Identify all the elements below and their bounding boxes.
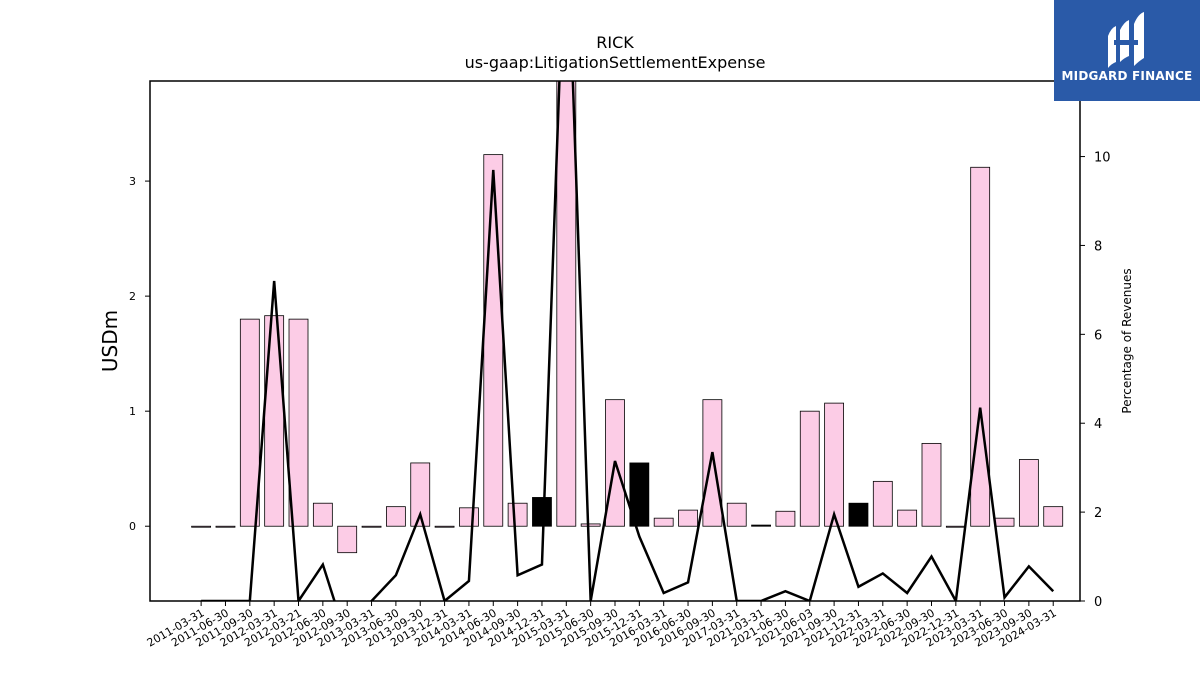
bar [385, 506, 406, 527]
bar [921, 442, 942, 527]
bar [751, 524, 771, 527]
y-tick-label: 2 [129, 290, 136, 303]
bar [288, 318, 309, 527]
axes-layer: 012302468102011-03-312011-06-302011-09-3… [129, 80, 1111, 650]
bar [824, 402, 845, 527]
bar [970, 166, 991, 527]
bar [410, 462, 431, 527]
bars-layer [191, 81, 1064, 554]
bar [215, 525, 236, 528]
bar [361, 525, 382, 528]
bar [848, 502, 869, 527]
bar [532, 497, 552, 527]
y-tick-label: 3 [129, 175, 136, 188]
y2-tick-label: 6 [1094, 328, 1102, 343]
chart-subtitle: us-gaap:LitigationSettlementExpense [465, 53, 766, 72]
y-tick-label: 0 [129, 520, 136, 533]
pct-revenue-line [201, 81, 1055, 601]
logo-mark-icon [1108, 12, 1144, 68]
bar [872, 480, 893, 527]
bar [191, 525, 212, 528]
bar [678, 509, 698, 527]
bar [459, 507, 479, 527]
y2-tick-label: 4 [1094, 417, 1102, 432]
bar [312, 502, 333, 527]
bar [726, 502, 747, 527]
midgard-finance-logo: MIDGARD FINANCE [1054, 0, 1200, 101]
y2-tick-label: 2 [1094, 506, 1102, 521]
bar [264, 315, 285, 527]
logo-text: MIDGARD FINANCE [1061, 69, 1193, 83]
y2-tick-label: 10 [1094, 151, 1111, 166]
y-axis-label: USDm [98, 310, 122, 372]
bar [1018, 459, 1039, 527]
bar [1043, 506, 1064, 527]
bar [337, 525, 358, 554]
bar [556, 81, 577, 527]
line-layer [201, 81, 1055, 601]
chart-title: RICK [596, 33, 634, 52]
bar [434, 525, 455, 528]
y2-tick-label: 8 [1094, 239, 1102, 254]
bar [629, 462, 650, 527]
bar [994, 517, 1015, 527]
bar [945, 525, 966, 528]
bar [653, 517, 674, 527]
bar [799, 410, 820, 527]
bar [580, 523, 601, 527]
bar [483, 154, 504, 527]
bar [702, 399, 723, 527]
bar [897, 509, 918, 527]
bar [775, 510, 796, 527]
y2-axis-label: Percentage of Revenues [1120, 268, 1134, 413]
bar [239, 318, 260, 527]
bar [507, 502, 528, 527]
y-tick-label: 1 [129, 405, 136, 418]
y2-tick-label: 0 [1094, 595, 1102, 610]
